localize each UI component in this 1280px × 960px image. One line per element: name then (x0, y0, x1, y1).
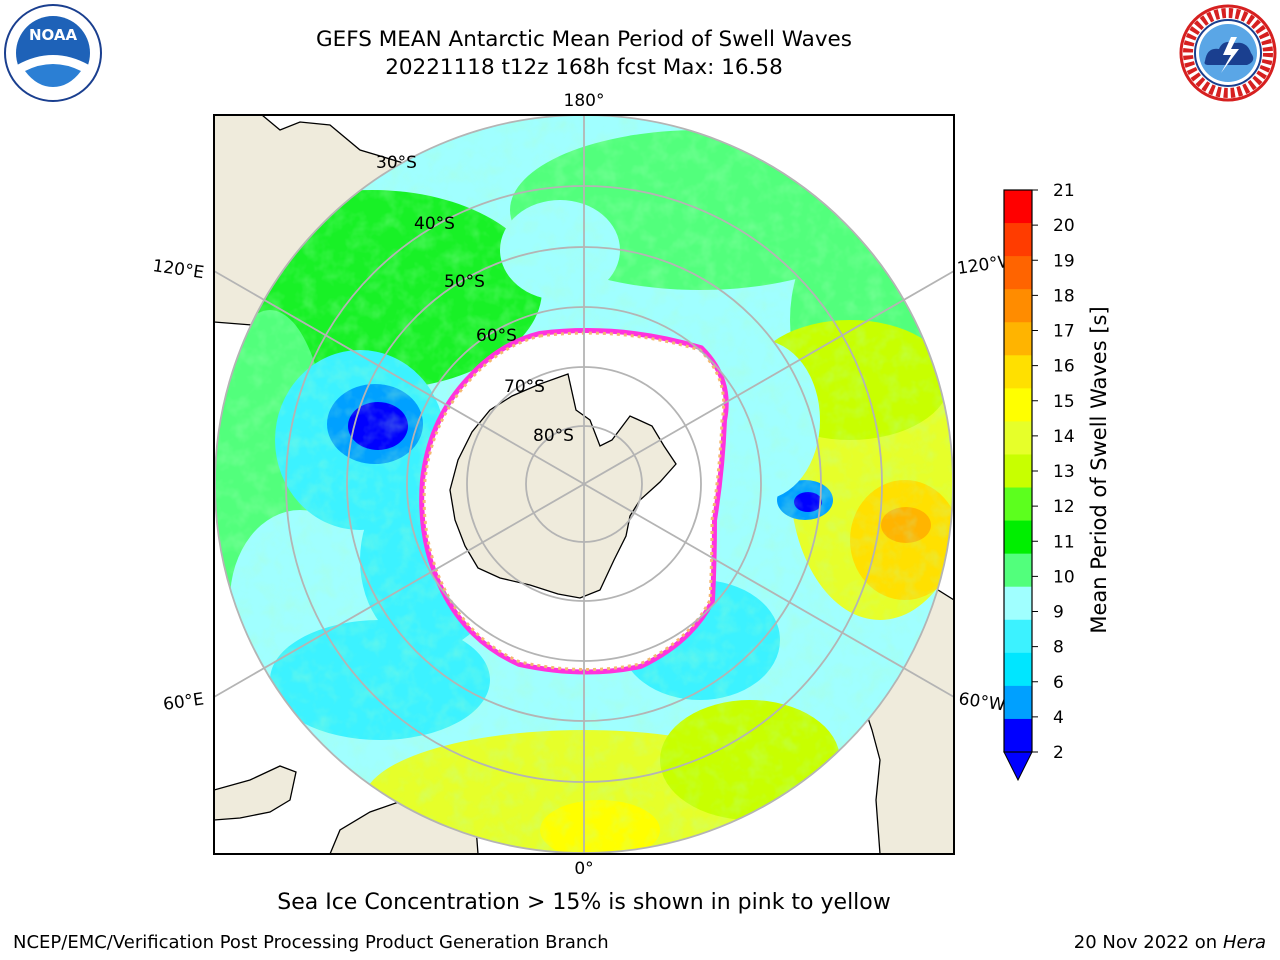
lon-label-top: 180° (564, 91, 605, 111)
colorbar-tick-label: 21 (1053, 181, 1075, 201)
noaa-logo: NOAA (4, 4, 102, 102)
lon-label-upper-left: 120°E (151, 256, 205, 283)
colorbar-tick-label: 4 (1053, 708, 1064, 728)
lat-label-30s: 30°S (376, 153, 417, 173)
map-subtitle: 20221118 t12z 168h fcst Max: 16.58 (385, 55, 783, 80)
colorbar-band (1004, 487, 1032, 522)
lat-label-80s: 80°S (533, 426, 574, 446)
colorbar-tick-label: 2 (1053, 743, 1064, 763)
colorbar-band (1004, 553, 1032, 588)
colorbar-tick-label: 11 (1053, 532, 1075, 552)
lat-label-40s: 40°S (414, 214, 455, 234)
lon-label-lower-left: 60°E (162, 689, 205, 714)
colorbar-tick-label: 10 (1053, 567, 1075, 587)
footer-date: 20 Nov 2022 on Hera (1074, 932, 1266, 953)
colorbar-tick-label: 18 (1053, 286, 1075, 306)
colorbar-band (1004, 718, 1032, 753)
colorbar-band (1004, 256, 1032, 290)
colorbar-band (1004, 520, 1032, 555)
colorbar-tick-label: 9 (1053, 603, 1064, 623)
land-antarctica (449, 373, 677, 599)
land-madagascar (214, 765, 297, 821)
footer-date-text: 20 Nov 2022 on (1073, 932, 1218, 953)
lon-label-bottom: 0° (574, 859, 593, 879)
colorbar-band (1004, 619, 1032, 654)
lat-label-50s: 50°S (444, 272, 485, 292)
colorbar-tick-label: 6 (1053, 673, 1064, 693)
lat-label-70s: 70°S (504, 377, 545, 397)
map-title: GEFS MEAN Antarctic Mean Period of Swell… (316, 27, 852, 52)
colorbar-band (1004, 355, 1032, 389)
colorbar-band (1004, 652, 1032, 687)
colorbar-tick-label: 8 (1053, 638, 1064, 658)
colorbar-band (1004, 223, 1032, 257)
footer-system: Hera (1222, 932, 1266, 953)
lat-label-60s: 60°S (476, 326, 517, 346)
colorbar-label: Mean Period of Swell Waves [s] (1087, 306, 1111, 633)
colorbar-band (1004, 454, 1032, 489)
colorbar-band (1004, 685, 1032, 720)
colorbar-band (1004, 586, 1032, 621)
colorbar-band (1004, 421, 1032, 455)
map-frame (213, 114, 955, 855)
map-area (214, 115, 954, 854)
colorbar-tick-label: 16 (1053, 357, 1075, 377)
colorbar-band (1004, 388, 1032, 422)
colorbar-band (1004, 289, 1032, 323)
colorbar-tick-label: 12 (1053, 497, 1075, 517)
longitude-labels: 180° 0° 120°E 120°W 60°E 60°W (151, 91, 1016, 879)
colorbar-tick-label: 13 (1053, 462, 1075, 482)
colorbar-tick-label: 14 (1053, 427, 1075, 447)
nws-logo (1179, 4, 1277, 102)
colorbar-tick-label: 20 (1053, 216, 1075, 236)
lon-label-lower-right: 60°W (957, 689, 1006, 715)
colorbar: 21 20 19 18 17 16 15 14 13 12 11 10 9 8 6 4 2 (1003, 181, 1075, 782)
noaa-logo-text: NOAA (29, 26, 78, 44)
colorbar-band (1004, 190, 1032, 224)
colorbar-band (1004, 322, 1032, 356)
sea-ice-note: Sea Ice Concentration > 15% is shown in … (277, 890, 891, 915)
colorbar-tick-label: 15 (1053, 392, 1075, 412)
colorbar-extend-arrow (1003, 751, 1033, 782)
colorbar-tick-label: 19 (1053, 251, 1075, 271)
latitude-labels: 30°S 40°S 50°S 60°S 70°S 80°S (376, 153, 574, 446)
footer-credit: NCEP/EMC/Verification Post Processing Pr… (13, 932, 609, 953)
colorbar-tick-label: 17 (1053, 322, 1075, 342)
